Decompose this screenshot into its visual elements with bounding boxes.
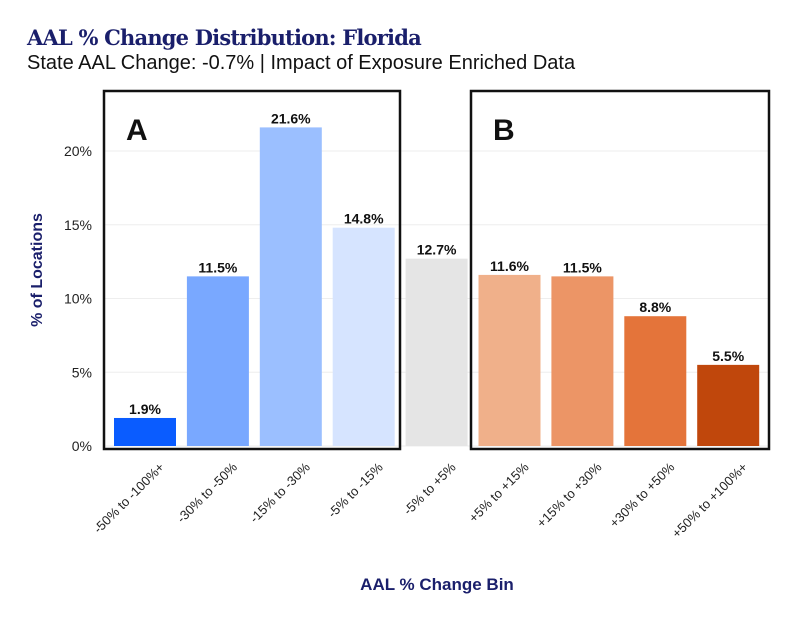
- x-axis-ticks: -50% to -100%+ -30% to -50% -15% to -30% -5…: [90, 459, 750, 541]
- data-label: 12.7%: [417, 242, 457, 258]
- annotation-label: B: [493, 114, 515, 147]
- x-axis-label: AAL % Change Bin: [360, 575, 514, 594]
- chart-title: AAL % Change Distribution: Florida: [27, 25, 422, 50]
- y-axis-ticks: 0% 5% 10% 15% 20%: [64, 143, 92, 454]
- data-label: 14.8%: [344, 211, 384, 227]
- x-tick-label: -15% to -30%: [247, 459, 314, 526]
- data-label: 11.5%: [198, 259, 237, 275]
- x-tick-label: -30% to -50%: [174, 459, 241, 526]
- x-tick-label: +50% to +100%+: [669, 460, 750, 541]
- bars: [114, 127, 760, 447]
- data-label: 1.9%: [129, 401, 161, 417]
- x-tick-label: +5% to +15%: [466, 459, 532, 525]
- chart-subtitle: State AAL Change: -0.7% | Impact of Expo…: [27, 52, 576, 74]
- y-tick-label: 15%: [64, 217, 92, 233]
- data-label: 5.5%: [712, 348, 744, 364]
- bar-3: [332, 227, 395, 446]
- bar-2: [259, 127, 322, 447]
- annotation-label: A: [126, 114, 148, 147]
- bar-0: [114, 417, 176, 446]
- y-tick-label: 10%: [64, 291, 92, 307]
- x-tick-label: -5% to +5%: [400, 459, 459, 518]
- bar-4: [405, 258, 468, 446]
- data-label: 11.6%: [490, 258, 529, 274]
- y-tick-label: 0%: [72, 438, 92, 454]
- y-tick-label: 5%: [72, 364, 92, 380]
- x-tick-label: -5% to -15%: [325, 459, 386, 520]
- x-tick-label: -50% to -100%+: [90, 460, 167, 537]
- data-label: 8.8%: [639, 299, 671, 315]
- data-label: 21.6%: [271, 110, 311, 126]
- annotation-box-b: [469, 89, 771, 451]
- data-label: 11.5%: [563, 259, 602, 275]
- x-tick-label: +15% to +30%: [534, 459, 605, 530]
- data-labels: 1.9% 11.5% 21.6% 14.8% 12.7% 11.6% 11.5% 8.8% 5.…: [129, 110, 745, 417]
- annotation-box-a: [102, 89, 402, 451]
- y-tick-label: 20%: [64, 143, 92, 159]
- y-axis-label: % of Locations: [29, 213, 46, 327]
- bar-5: [478, 274, 541, 446]
- x-tick-label: +30% to +50%: [607, 459, 678, 530]
- bar-1: [186, 276, 249, 446]
- bar-8: [697, 364, 760, 446]
- bar-6: [551, 276, 614, 446]
- bar-7: [624, 316, 687, 446]
